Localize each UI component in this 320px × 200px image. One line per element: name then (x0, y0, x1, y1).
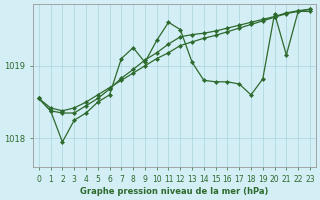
X-axis label: Graphe pression niveau de la mer (hPa): Graphe pression niveau de la mer (hPa) (80, 187, 268, 196)
